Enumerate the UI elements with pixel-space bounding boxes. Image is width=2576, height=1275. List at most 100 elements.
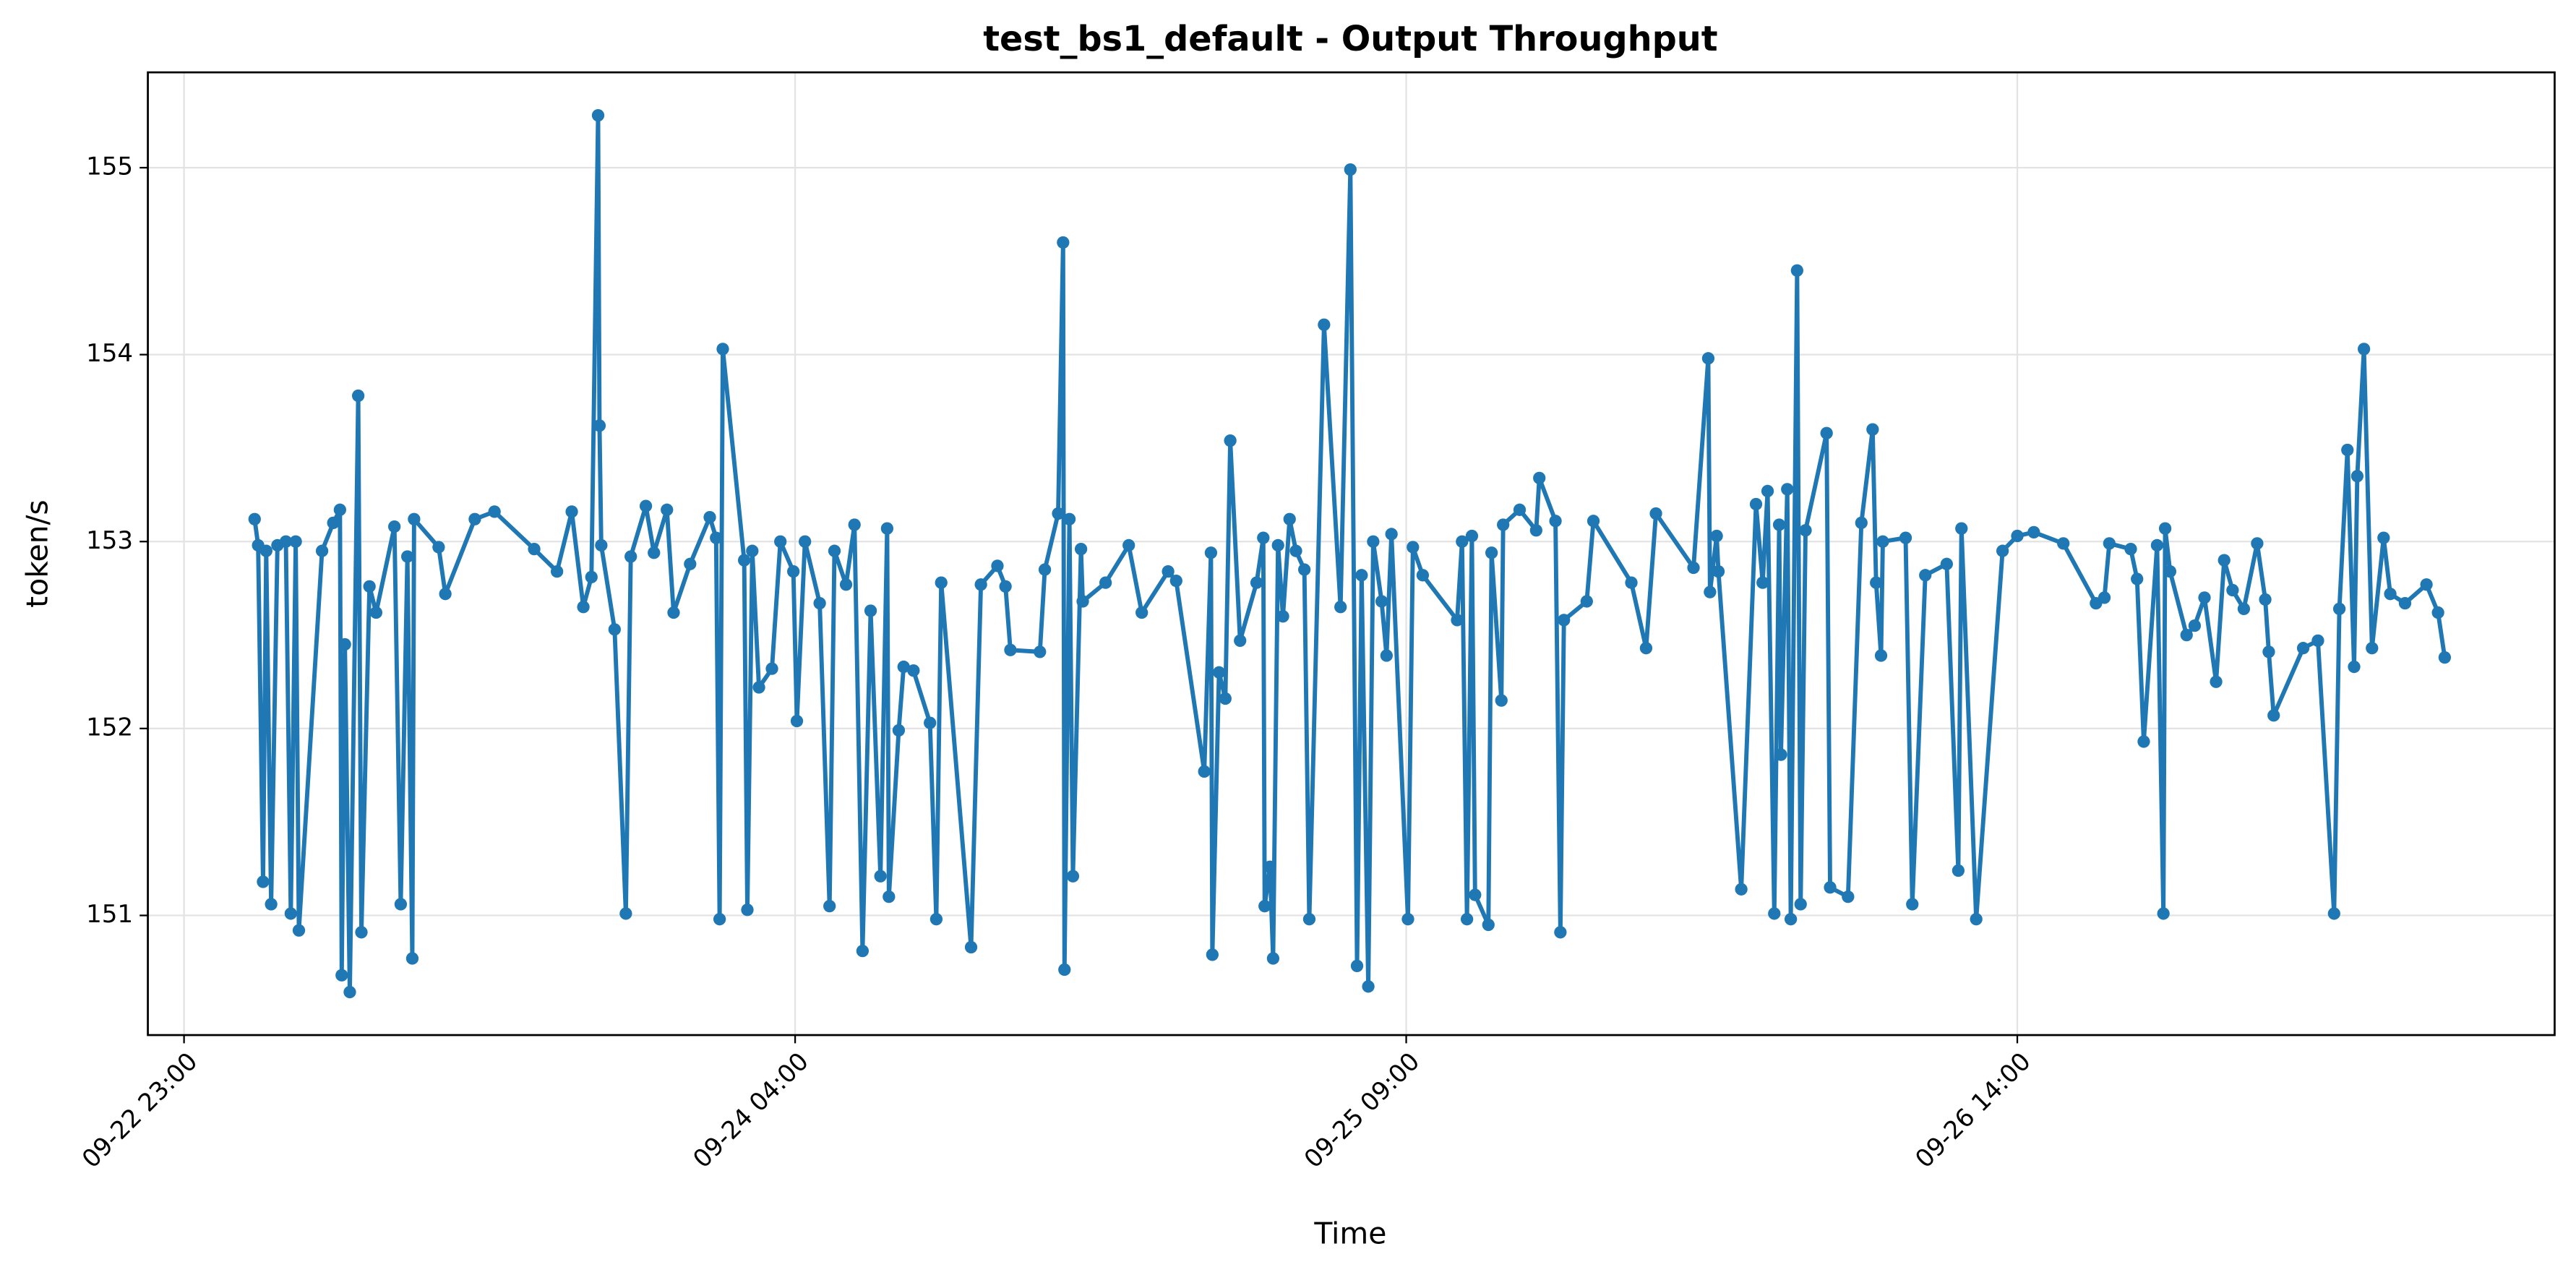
data-point <box>856 945 870 958</box>
data-point <box>289 535 302 548</box>
data-point <box>999 580 1012 593</box>
data-point <box>2137 735 2150 748</box>
data-point <box>1955 522 1968 535</box>
data-point <box>1401 913 1414 926</box>
y-tick-label: 154 <box>86 339 133 368</box>
data-point <box>327 516 340 530</box>
data-point <box>2217 554 2231 567</box>
data-point <box>924 716 937 729</box>
data-point <box>2366 642 2379 655</box>
data-point <box>2431 606 2444 619</box>
data-point <box>1407 541 1420 554</box>
data-point <box>1919 569 1932 582</box>
data-point <box>279 535 293 548</box>
data-point <box>848 518 861 531</box>
data-point <box>2210 675 2223 688</box>
data-point <box>2384 588 2397 601</box>
chart-title: test_bs1_default - Output Throughput <box>983 20 1717 59</box>
data-point <box>2237 602 2251 616</box>
data-point <box>1224 434 1237 447</box>
data-point <box>1824 881 1837 894</box>
data-point <box>741 903 754 916</box>
data-point <box>1250 576 1263 589</box>
y-tick-label: 151 <box>86 900 133 929</box>
data-point <box>1266 952 1280 965</box>
data-point <box>591 108 605 122</box>
data-point <box>1318 318 1331 331</box>
data-point <box>929 913 943 926</box>
y-tick-label: 153 <box>86 526 133 555</box>
data-point <box>874 870 887 883</box>
data-point <box>577 601 590 614</box>
data-point <box>1263 860 1276 873</box>
data-point <box>369 606 383 619</box>
data-point <box>1580 595 1593 608</box>
data-point <box>883 890 896 903</box>
data-point <box>2158 522 2172 535</box>
data-point <box>1876 535 1889 548</box>
data-point <box>257 875 270 888</box>
data-point <box>1772 518 1786 531</box>
data-point <box>787 565 800 578</box>
data-point <box>2157 907 2170 920</box>
data-point <box>2296 642 2310 655</box>
data-point <box>2057 537 2070 550</box>
data-point <box>1212 666 1226 679</box>
data-point <box>1234 634 1247 647</box>
data-point <box>710 531 723 544</box>
data-point <box>1774 748 1787 761</box>
data-point <box>405 952 419 965</box>
data-point <box>1761 484 1774 498</box>
data-point <box>1513 503 1527 516</box>
data-point <box>1899 531 1912 544</box>
data-point <box>351 389 365 403</box>
data-point <box>585 570 598 584</box>
data-point <box>2226 583 2239 597</box>
data-point <box>1704 585 1717 598</box>
data-point <box>1649 507 1662 520</box>
data-point <box>2311 634 2324 647</box>
data-point <box>432 541 445 554</box>
data-point <box>1362 980 1375 993</box>
data-point <box>648 546 661 559</box>
data-point <box>2357 343 2371 356</box>
data-point <box>551 565 564 578</box>
data-point <box>1639 642 1653 655</box>
data-point <box>828 544 841 557</box>
data-point <box>2438 651 2452 664</box>
data-point <box>716 343 729 356</box>
data-point <box>2011 529 2024 543</box>
data-point <box>1710 529 1723 543</box>
data-point <box>823 899 836 913</box>
data-point <box>1206 948 1219 961</box>
data-point <box>1380 649 1393 662</box>
plot-area <box>248 108 2452 999</box>
data-point <box>1794 898 1807 911</box>
data-point <box>335 969 348 982</box>
data-point <box>1712 565 1725 578</box>
data-point <box>2098 591 2111 604</box>
data-point <box>1482 918 1495 932</box>
data-point <box>1842 890 1855 903</box>
data-point <box>2131 572 2144 585</box>
data-point <box>964 940 978 954</box>
data-point <box>737 554 751 567</box>
data-point <box>1687 561 1700 575</box>
data-point <box>799 535 812 548</box>
data-point <box>593 419 606 432</box>
data-point <box>2420 578 2433 591</box>
data-point <box>1940 557 1953 570</box>
data-point <box>1495 694 1508 707</box>
data-point <box>1781 483 1794 496</box>
data-point <box>1276 610 1289 623</box>
data-point <box>1485 546 1498 559</box>
data-point <box>1465 529 1479 543</box>
data-point <box>713 913 726 926</box>
data-point <box>1074 542 1088 556</box>
data-point <box>1169 574 1182 588</box>
data-point <box>2267 709 2280 722</box>
data-point <box>1469 888 1482 901</box>
data-point <box>1996 544 2009 557</box>
data-point <box>2124 542 2137 556</box>
